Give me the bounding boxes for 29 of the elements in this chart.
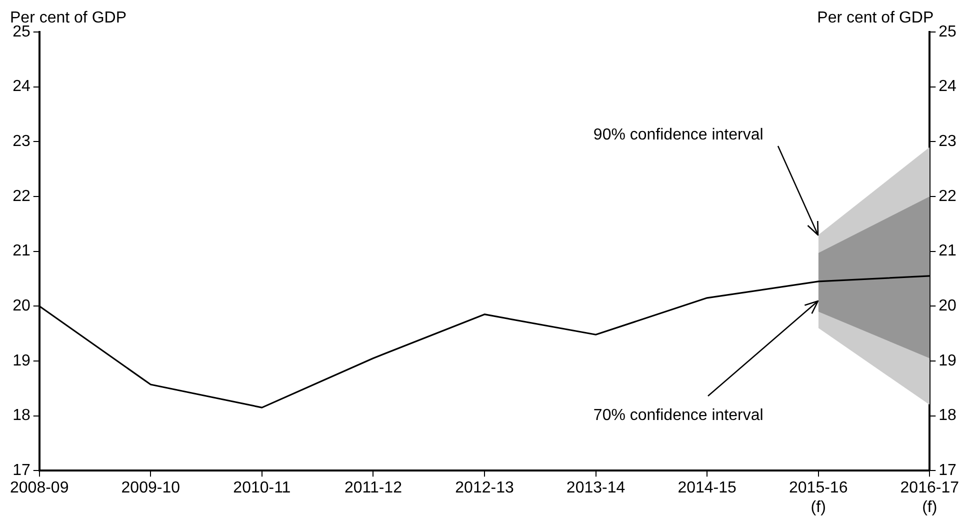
x-tick-label: 2010-11	[233, 480, 291, 497]
y2-tick-label: 17	[938, 462, 957, 480]
x-tick-label: 2014-15	[678, 480, 737, 497]
x-tick-label: 2012-13	[455, 480, 514, 497]
x-tick-label: 2008-09	[10, 480, 69, 497]
y2-axis-title: Per cent of GDP	[817, 9, 934, 26]
x-tick-label: 2013-14	[566, 480, 626, 497]
x-tick-label: 2011-12	[344, 480, 402, 497]
y2-tick-label: 19	[938, 352, 957, 370]
x-tick-label: 2009-10	[121, 480, 180, 497]
y-tick-label: 17	[12, 462, 30, 480]
y2-tick-label: 25	[938, 23, 957, 40]
y-tick-label: 20	[12, 298, 30, 315]
annotation: 90% confidence interval	[593, 126, 764, 144]
y2-tick-label: 21	[938, 242, 957, 260]
y-tick-label: 19	[12, 352, 30, 370]
y2-tick-label: 23	[938, 133, 957, 150]
y-tick-label: 24	[12, 78, 30, 96]
y-tick-label: 21	[12, 242, 30, 260]
y2-tick-label: 24	[938, 78, 957, 96]
y-tick-label: 23	[12, 133, 30, 150]
y2-tick-label: 20	[938, 298, 957, 315]
x-tick-label: 2016-17 (f)	[900, 480, 960, 516]
y2-tick-label: 18	[938, 407, 957, 424]
y2-tick-label: 22	[938, 188, 957, 205]
y-tick-label: 18	[12, 407, 30, 424]
y-tick-label: 22	[12, 188, 30, 205]
annotation: 70% confidence interval	[593, 407, 764, 424]
x-tick-label: 2015-16 (f)	[788, 480, 848, 516]
